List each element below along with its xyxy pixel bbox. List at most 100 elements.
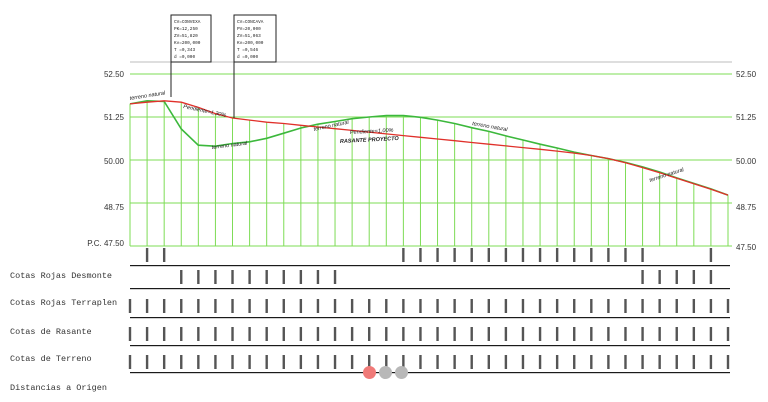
table-mark-r2-28 <box>607 299 610 313</box>
row-label-chainage: Distancias a Origen <box>10 383 107 393</box>
table-mark-r3-3 <box>180 327 183 341</box>
table-mark-r1-9 <box>282 270 285 284</box>
table-mark-r4-2 <box>162 355 166 369</box>
table-mark-r3-1 <box>145 327 149 341</box>
table-mark-r4-21 <box>487 355 490 369</box>
table-mark-r3-27 <box>590 327 593 341</box>
table-mark-r4-10 <box>299 355 303 369</box>
table-mark-r0-19 <box>453 248 456 262</box>
table-mark-r4-24 <box>538 355 542 369</box>
curve-2-line-2: PV=20,000 <box>237 27 261 32</box>
table-mark-r2-35 <box>726 299 730 313</box>
table-mark-r4-33 <box>692 355 696 369</box>
table-mark-r2-17 <box>419 299 422 313</box>
table-mark-r3-23 <box>521 327 525 341</box>
table-mark-r3-12 <box>333 327 337 341</box>
table-mark-r0-24 <box>538 248 542 262</box>
table-mark-r2-32 <box>675 299 678 313</box>
table-mark-r3-2 <box>162 327 166 341</box>
table-mark-r4-28 <box>607 355 610 369</box>
table-mark-r0-25 <box>555 248 559 262</box>
pager-dot-1[interactable] <box>363 366 376 379</box>
table-mark-r3-0 <box>128 327 132 341</box>
table-mark-r2-30 <box>641 299 644 313</box>
row-label-terrain-elevations: Cotas de Terreno <box>10 354 92 364</box>
table-mark-r3-30 <box>641 327 644 341</box>
pager-dot-3[interactable] <box>395 366 408 379</box>
table-mark-r1-33 <box>692 270 696 284</box>
curve-2-line-6: d =0,000 <box>237 55 258 60</box>
table-mark-r2-27 <box>590 299 593 313</box>
table-mark-r2-8 <box>265 299 268 313</box>
curve-1-line-1: CV=CONVEXA <box>174 20 201 25</box>
table-mark-r4-4 <box>197 355 200 369</box>
table-mark-r3-11 <box>316 327 320 341</box>
table-mark-r4-15 <box>385 355 388 369</box>
table-mark-r2-2 <box>162 299 166 313</box>
table-mark-r3-24 <box>538 327 542 341</box>
table-mark-r1-4 <box>197 270 200 284</box>
tick-label-50-00-right: 50.00 <box>736 157 757 166</box>
table-mark-r4-34 <box>709 355 713 369</box>
table-mark-r2-10 <box>299 299 303 313</box>
table-mark-r0-22 <box>504 248 508 262</box>
table-mark-r3-7 <box>248 327 251 341</box>
table-mark-r4-20 <box>470 355 473 369</box>
elevation-axis-left: 52.50 51.25 50.00 48.75 P.C. 47.50 <box>87 70 124 248</box>
table-mark-r1-31 <box>658 270 661 284</box>
table-mark-r0-26 <box>573 248 576 262</box>
table-mark-r1-3 <box>180 270 183 284</box>
table-mark-r3-9 <box>282 327 285 341</box>
tick-label-51-25-right: 51.25 <box>736 113 757 122</box>
table-mark-r3-10 <box>299 327 303 341</box>
table-mark-r3-25 <box>555 327 559 341</box>
table-mark-r2-23 <box>521 299 525 313</box>
table-mark-r4-27 <box>590 355 593 369</box>
table-mark-r0-17 <box>419 248 422 262</box>
table-mark-r4-18 <box>436 355 439 369</box>
table-mark-r3-35 <box>726 327 730 341</box>
table-mark-r3-18 <box>436 327 439 341</box>
table-mark-r2-6 <box>231 299 234 313</box>
table-mark-r2-22 <box>504 299 508 313</box>
table-mark-r3-32 <box>675 327 678 341</box>
table-mark-r0-18 <box>436 248 439 262</box>
table-mark-r4-25 <box>555 355 559 369</box>
table-mark-r3-13 <box>350 327 354 341</box>
table-mark-r4-31 <box>658 355 661 369</box>
table-mark-r2-33 <box>692 299 696 313</box>
vertical-curve-box-1: CV=CONVEXA PK=12,250 ZV=51,820 Kv=200,00… <box>170 14 212 63</box>
row-label-grade-elevations: Cotas de Rasante <box>10 327 92 337</box>
table-mark-r2-31 <box>658 299 661 313</box>
table-mark-r4-0 <box>128 355 132 369</box>
row-label-cut-depths: Cotas Rojas Desmonte <box>10 271 112 281</box>
table-mark-r3-16 <box>402 327 405 341</box>
table-mark-r2-11 <box>316 299 320 313</box>
table-mark-r3-6 <box>231 327 234 341</box>
table-mark-r4-29 <box>624 355 627 369</box>
design-grade-line <box>129 100 729 196</box>
curve-1-line-4: Kv=200,000 <box>174 41 201 46</box>
table-mark-r2-16 <box>402 299 405 313</box>
table-mark-r3-5 <box>214 327 217 341</box>
table-mark-r4-11 <box>316 355 320 369</box>
table-mark-r1-8 <box>265 270 268 284</box>
table-mark-r1-32 <box>675 270 678 284</box>
table-mark-r2-26 <box>573 299 576 313</box>
table-mark-r3-8 <box>265 327 268 341</box>
table-bars <box>130 265 730 374</box>
pager-dot-2[interactable] <box>379 366 392 379</box>
table-mark-r2-20 <box>470 299 473 313</box>
table-mark-r0-29 <box>624 248 627 262</box>
table-mark-r0-27 <box>590 248 593 262</box>
curve-2-line-3: ZV=51,063 <box>237 34 261 39</box>
table-mark-r3-21 <box>487 327 490 341</box>
table-mark-r3-28 <box>607 327 610 341</box>
table-mark-r1-11 <box>316 270 320 284</box>
table-mark-r4-26 <box>573 355 576 369</box>
table-mark-r1-6 <box>231 270 234 284</box>
annotation-grade-2: Pendiente=1,00% <box>350 128 394 136</box>
table-mark-r4-6 <box>231 355 234 369</box>
table-mark-r0-2 <box>162 248 166 262</box>
tick-label-50-00-left: 50.00 <box>104 157 125 166</box>
